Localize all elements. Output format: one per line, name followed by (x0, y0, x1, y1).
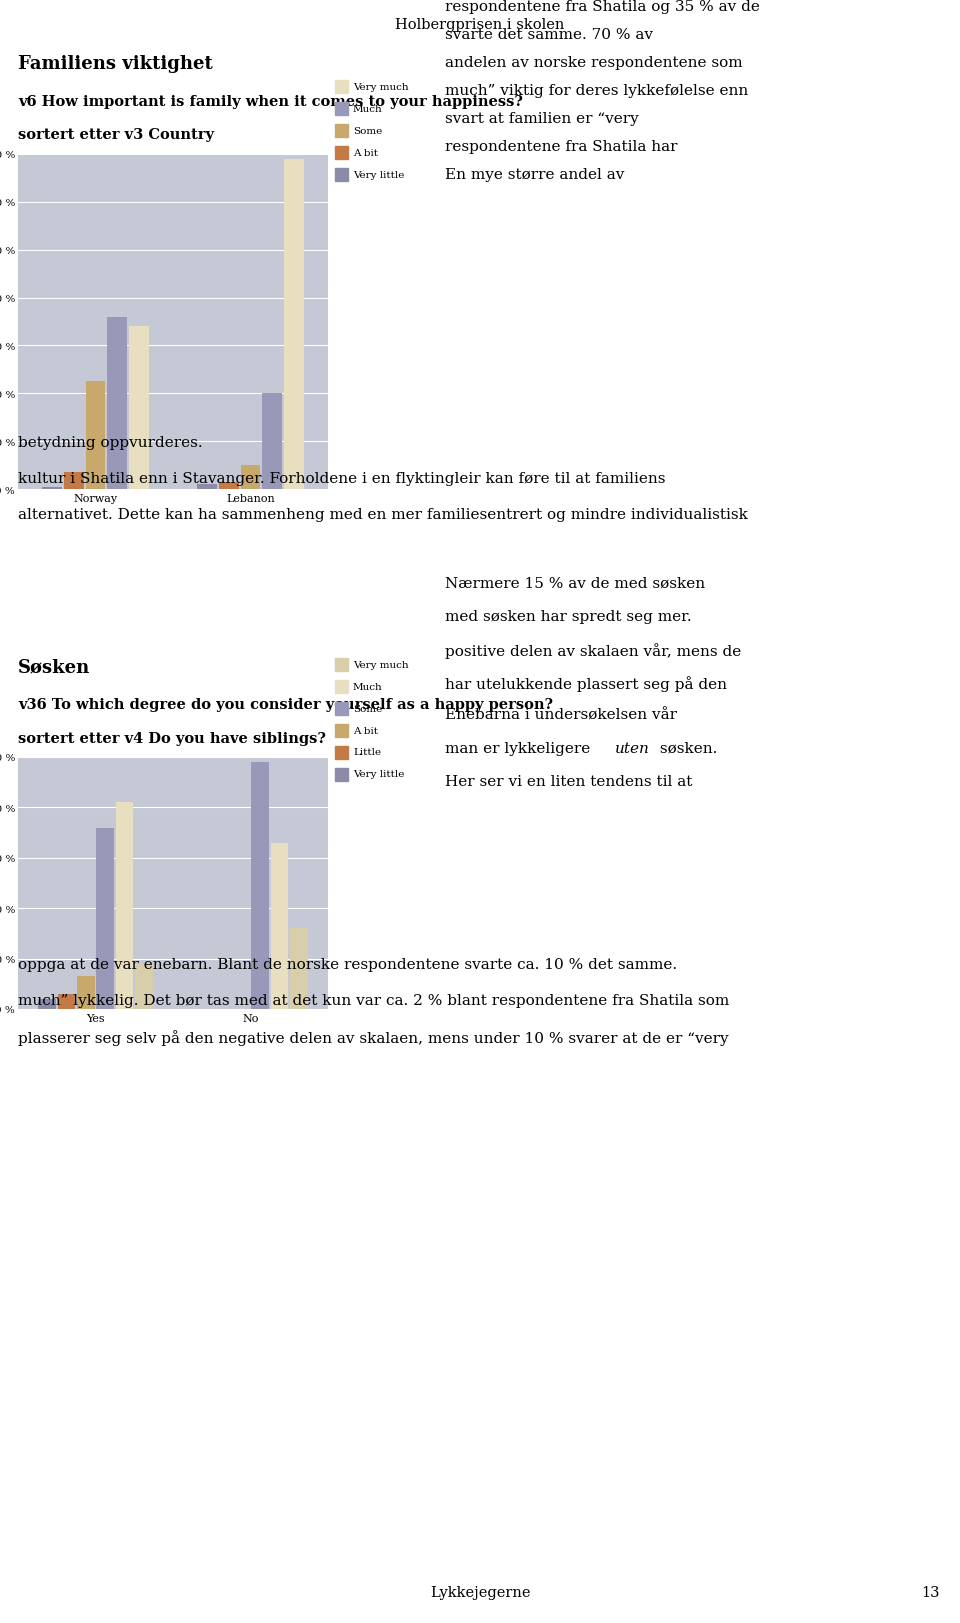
Bar (290, 928, 308, 1010)
Text: man er lykkeligere: man er lykkeligere (445, 742, 595, 756)
Text: Very little: Very little (353, 170, 404, 180)
Text: Much: Much (353, 104, 383, 114)
Bar (219, 482, 239, 490)
Text: svarte det samme. 70 % av: svarte det samme. 70 % av (445, 28, 653, 42)
Text: med søsken har spredt seg mer.: med søsken har spredt seg mer. (445, 610, 691, 623)
Text: v6 How important is family when it comes to your happiness?: v6 How important is family when it comes… (18, 94, 523, 109)
Text: Lykkejegerne: Lykkejegerne (430, 1586, 530, 1599)
Bar (77, 977, 95, 1010)
Text: Very much: Very much (353, 83, 409, 91)
Bar (241, 466, 260, 490)
Text: plasserer seg selv på den negative delen av skalaen, mens under 10 % svarer at d: plasserer seg selv på den negative delen… (18, 1029, 729, 1045)
Text: svart at familien er “very: svart at familien er “very (445, 112, 638, 127)
Text: Her ser vi en liten tendens til at: Her ser vi en liten tendens til at (445, 774, 692, 789)
Text: Nærmere 15 % av de med søsken: Nærmere 15 % av de med søsken (445, 576, 706, 591)
Bar (58, 995, 75, 1010)
Text: 13: 13 (922, 1586, 940, 1599)
Text: sortert etter v4 Do you have siblings?: sortert etter v4 Do you have siblings? (18, 732, 325, 745)
Text: betydning oppvurderes.: betydning oppvurderes. (18, 435, 203, 450)
Bar (108, 318, 127, 490)
Text: positive delen av skalaen vår, mens de: positive delen av skalaen vår, mens de (445, 643, 741, 659)
Bar (135, 964, 153, 1010)
Text: Søsken: Søsken (18, 657, 90, 675)
Bar (271, 844, 288, 1010)
Bar (115, 803, 133, 1010)
Text: A bit: A bit (353, 725, 378, 735)
Bar (197, 485, 217, 490)
Text: kultur i Shatila enn i Stavanger. Forholdene i en flyktingleir kan føre til at f: kultur i Shatila enn i Stavanger. Forhol… (18, 472, 665, 485)
Text: A bit: A bit (353, 148, 378, 157)
Text: Some: Some (353, 704, 382, 712)
Bar (129, 328, 149, 490)
Bar (284, 159, 304, 490)
Text: Much: Much (353, 682, 383, 691)
Text: alternativet. Dette kan ha sammenheng med en mer familiesentrert og mindre indiv: alternativet. Dette kan ha sammenheng me… (18, 508, 748, 521)
Bar (42, 487, 62, 490)
Bar (252, 763, 269, 1010)
Text: uten: uten (615, 742, 650, 756)
Text: Holbergprisen i skolen: Holbergprisen i skolen (396, 18, 564, 32)
Text: Enebarna i undersøkelsen vår: Enebarna i undersøkelsen vår (445, 709, 677, 722)
Text: Familiens viktighet: Familiens viktighet (18, 55, 213, 73)
Bar (96, 828, 114, 1010)
Text: Little: Little (353, 748, 381, 756)
Text: En mye større andel av: En mye større andel av (445, 167, 624, 182)
Text: v36 To which degree do you consider yourself as a happy person?: v36 To which degree do you consider your… (18, 698, 553, 711)
Text: respondentene fra Shatila har: respondentene fra Shatila har (445, 140, 678, 154)
Text: søsken.: søsken. (655, 742, 717, 756)
Text: andelen av norske respondentene som: andelen av norske respondentene som (445, 55, 743, 70)
Text: much” viktig for deres lykkefølelse enn: much” viktig for deres lykkefølelse enn (445, 84, 748, 97)
Text: oppga at de var enebarn. Blant de norske respondentene svarte ca. 10 % det samme: oppga at de var enebarn. Blant de norske… (18, 958, 677, 972)
Text: Some: Some (353, 127, 382, 135)
Text: respondentene fra Shatila og 35 % av de: respondentene fra Shatila og 35 % av de (445, 0, 760, 15)
Text: much” lykkelig. Det bør tas med at det kun var ca. 2 % blant respondentene fra S: much” lykkelig. Det bør tas med at det k… (18, 993, 730, 1008)
Bar (63, 472, 84, 490)
Text: Very much: Very much (353, 661, 409, 669)
Text: sortert etter v3 Country: sortert etter v3 Country (18, 128, 214, 141)
Bar (262, 394, 282, 490)
Bar (38, 1000, 56, 1010)
Text: har utelukkende plassert seg på den: har utelukkende plassert seg på den (445, 675, 727, 691)
Text: Very little: Very little (353, 769, 404, 779)
Bar (85, 381, 106, 490)
